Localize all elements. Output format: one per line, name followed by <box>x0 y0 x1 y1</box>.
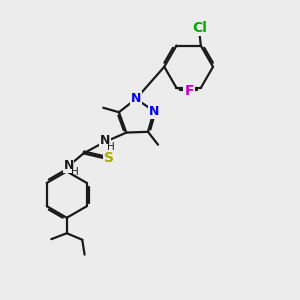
Text: N: N <box>64 159 74 172</box>
Text: N: N <box>100 134 110 147</box>
Text: H: H <box>107 142 115 152</box>
Text: N: N <box>131 92 141 105</box>
Text: S: S <box>104 151 114 165</box>
Text: H: H <box>71 167 79 177</box>
Text: F: F <box>184 84 194 98</box>
Text: N: N <box>149 104 159 118</box>
Text: Cl: Cl <box>192 21 207 35</box>
